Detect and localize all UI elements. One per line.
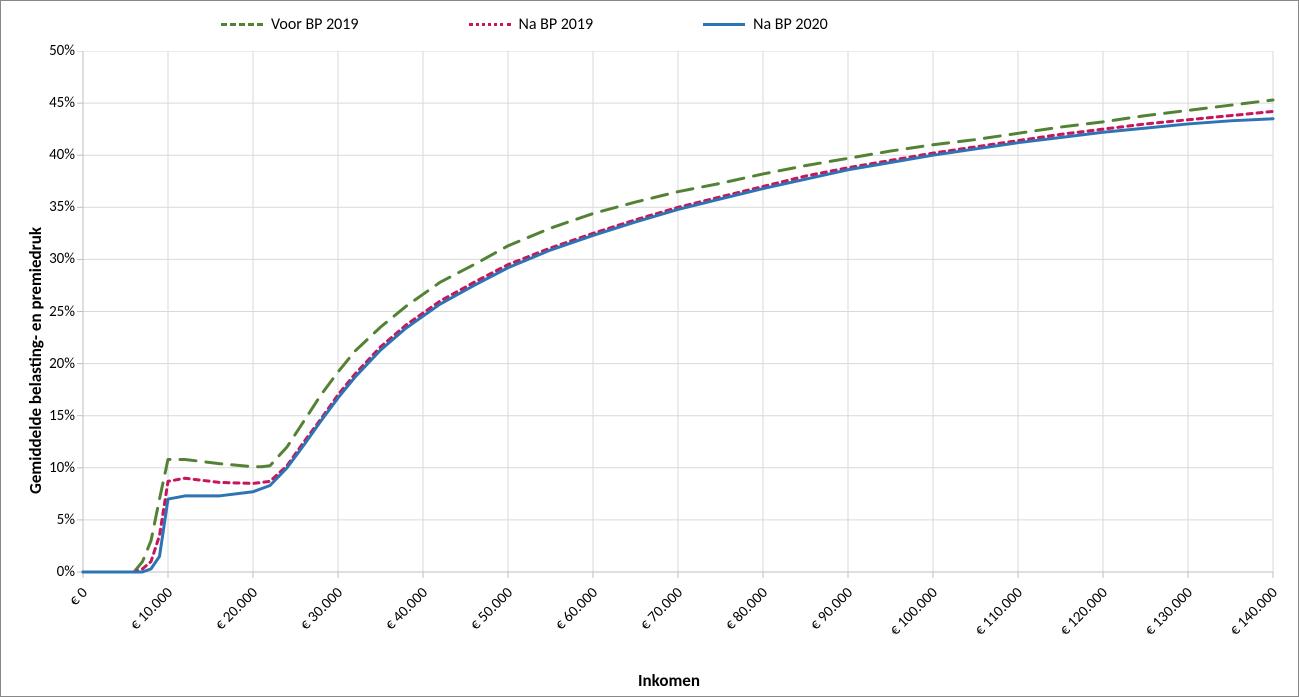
- y-tick-label: 10%: [35, 459, 75, 477]
- legend-swatch: [221, 23, 263, 26]
- x-axis-label: Inkomen: [638, 670, 700, 691]
- y-tick-label: 20%: [35, 355, 75, 373]
- y-tick-label: 50%: [35, 42, 75, 60]
- y-tick-label: 5%: [35, 511, 75, 529]
- legend-item: Na BP 2020: [703, 15, 828, 34]
- legend-item: Na BP 2019: [469, 15, 594, 34]
- y-tick-label: 15%: [35, 407, 75, 425]
- y-tick-label: 0%: [35, 563, 75, 581]
- legend-label: Na BP 2019: [519, 15, 594, 34]
- legend: Voor BP 2019 Na BP 2019 Na BP 2020: [221, 15, 828, 34]
- legend-swatch: [703, 23, 745, 26]
- plot-area: [33, 51, 1299, 672]
- chart-frame: Voor BP 2019Na BP 2019Na BP 2020 Gemidde…: [0, 0, 1299, 697]
- legend-swatch: [469, 23, 511, 26]
- y-tick-label: 35%: [35, 198, 75, 216]
- y-tick-label: 40%: [35, 146, 75, 164]
- legend-item: Voor BP 2019: [221, 15, 359, 34]
- y-tick-label: 25%: [35, 303, 75, 321]
- legend-label: Na BP 2020: [753, 15, 828, 34]
- y-tick-label: 30%: [35, 250, 75, 268]
- y-tick-label: 45%: [35, 94, 75, 112]
- legend-label: Voor BP 2019: [271, 15, 359, 34]
